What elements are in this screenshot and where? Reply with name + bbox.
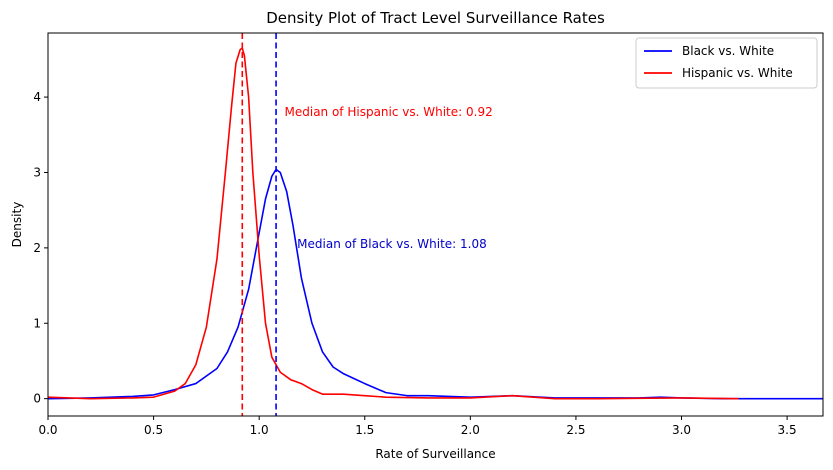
plot-frame xyxy=(47,32,824,417)
x-tick-label: 0.5 xyxy=(144,423,163,437)
x-axis-label: Rate of Surveillance xyxy=(375,447,495,461)
legend: Black vs. White Hispanic vs. White xyxy=(635,37,818,89)
legend-label-black-vs-white: Black vs. White xyxy=(682,44,774,58)
chart-title: Density Plot of Tract Level Surveillance… xyxy=(266,9,605,27)
median-annotation-0: Median of Hispanic vs. White: 0.92 xyxy=(285,105,493,119)
y-tick-label: 2 xyxy=(33,241,41,255)
x-tick-label: 2.5 xyxy=(566,423,585,437)
legend-box xyxy=(635,37,818,89)
median-annotation-1: Median of Black vs. White: 1.08 xyxy=(297,237,487,251)
x-tick-label: 0.0 xyxy=(38,423,57,437)
x-tick-label: 1.0 xyxy=(250,423,269,437)
legend-label-hispanic-vs-white: Hispanic vs. White xyxy=(682,66,793,80)
x-tick-label: 1.5 xyxy=(355,423,374,437)
x-tick-label: 2.0 xyxy=(461,423,480,437)
y-tick-label: 0 xyxy=(33,392,41,406)
y-tick-label: 1 xyxy=(33,316,41,330)
x-tick-label: 3.5 xyxy=(778,423,797,437)
x-tick-label: 3.0 xyxy=(672,423,691,437)
series-line-hispanic-vs-white xyxy=(48,47,739,400)
y-tick-label: 3 xyxy=(33,165,41,179)
y-tick-label: 4 xyxy=(33,90,41,104)
y-axis-label: Density xyxy=(10,202,24,248)
